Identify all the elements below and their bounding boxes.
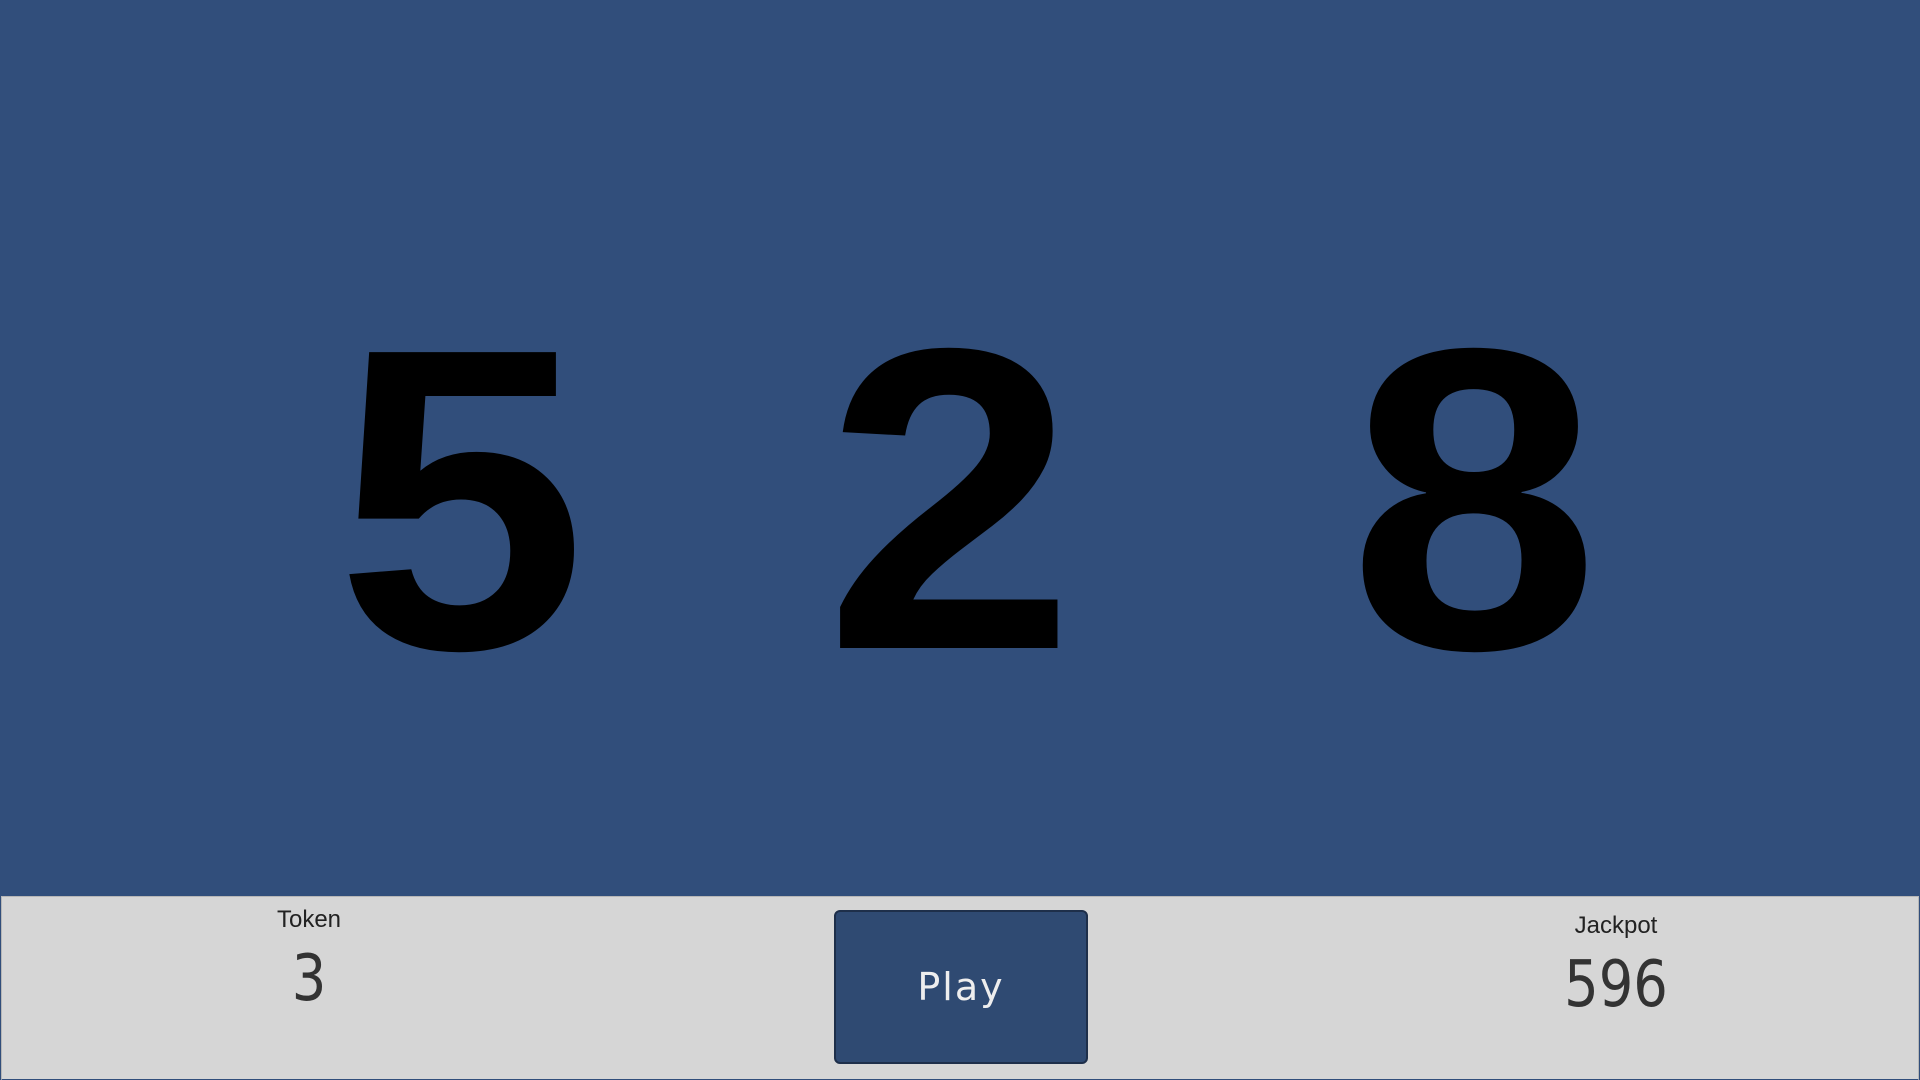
token-value: 3 bbox=[291, 942, 327, 1016]
reel-2: 2 bbox=[824, 260, 1076, 740]
jackpot-label: Jackpot bbox=[1574, 912, 1658, 939]
token-label: Token bbox=[276, 906, 342, 933]
reel-1: 5 bbox=[335, 260, 587, 740]
reel-3: 8 bbox=[1348, 260, 1600, 740]
reels-area: 5 2 8 bbox=[335, 260, 1600, 740]
jackpot-panel: Jackpot 596 bbox=[1516, 911, 1716, 1025]
bottom-bar: Token 3 Play Jackpot 596 bbox=[1, 896, 1919, 1080]
play-button[interactable]: Play bbox=[834, 910, 1088, 1064]
jackpot-value: 596 bbox=[1564, 948, 1668, 1022]
token-panel: Token 3 bbox=[209, 905, 409, 1019]
